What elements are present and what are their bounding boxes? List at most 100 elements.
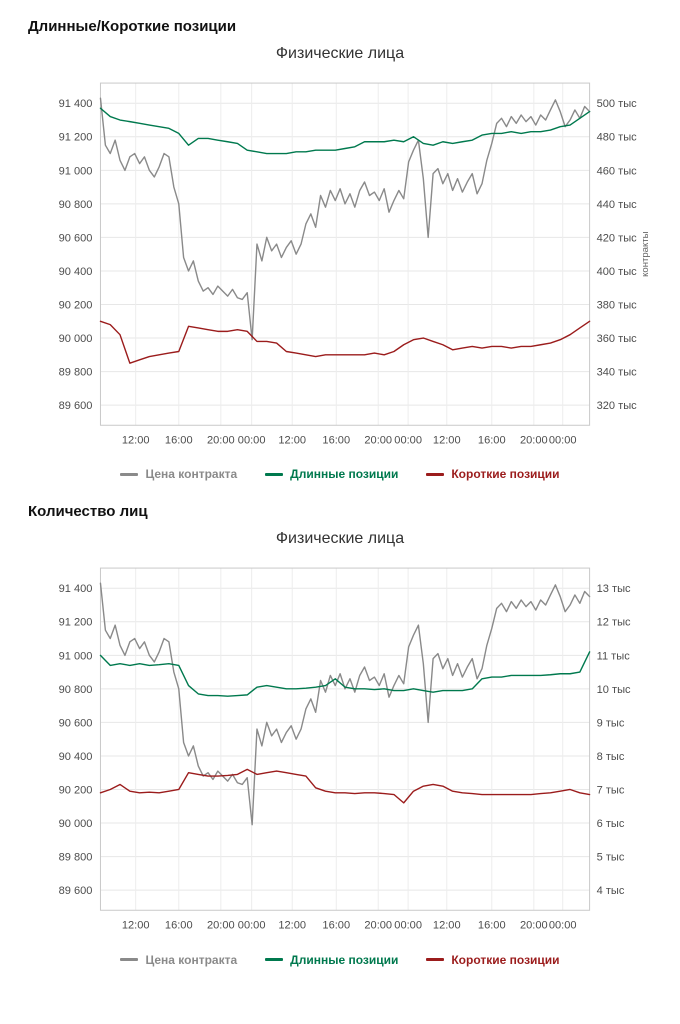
chart-legend-top: Цена контракта Длинные позиции Короткие по… [28,467,652,481]
legend-swatch [426,472,445,476]
legend-item-0[interactable]: Цена контракта [120,953,237,967]
svg-text:12:00: 12:00 [278,920,306,932]
svg-text:7 тыс: 7 тыс [597,785,625,797]
svg-text:340 тыс: 340 тыс [597,367,638,379]
svg-text:90 600: 90 600 [59,718,93,730]
svg-text:00:00: 00:00 [394,920,422,932]
svg-text:20:00: 20:00 [207,920,235,932]
gridlines [100,83,590,426]
svg-text:90 200: 90 200 [59,300,93,312]
section-heading-persons-count: Количество лиц [28,503,148,521]
legend-swatch [265,958,284,962]
long-short-chart[interactable]: 89 600 89 800 90 000 90 200 90 400 90 600 90 8… [28,71,652,459]
svg-text:13 тыс: 13 тыс [597,584,631,596]
legend-item-0[interactable]: Цена контракта [120,467,237,481]
svg-text:00:00: 00:00 [238,920,266,932]
legend-swatch [426,958,445,962]
section-persons-count: Количество лиц Физические лица 89 600 89 … [28,503,652,966]
svg-text:16:00: 16:00 [478,434,506,446]
svg-text:89 800: 89 800 [59,367,93,379]
legend-label: Цена контракта [145,952,238,967]
svg-text:16:00: 16:00 [478,920,506,932]
svg-text:320 тыс: 320 тыс [597,400,638,412]
chart-title-bottom: Физические лица [275,530,405,548]
legend-swatch [120,958,139,962]
svg-text:90 800: 90 800 [59,684,93,696]
svg-text:12 тыс: 12 тыс [597,617,631,629]
svg-text:91 400: 91 400 [59,98,93,110]
svg-text:500 тыс: 500 тыс [597,98,638,110]
series-line-1[interactable] [99,651,591,698]
legend-label: Короткие позиции [451,467,560,482]
series-line-0[interactable] [99,97,591,341]
svg-text:00:00: 00:00 [549,920,577,932]
chart-legend-bottom: Цена контракта Длинные позиции Короткие по… [28,953,652,967]
plot-border [99,568,591,912]
svg-text:480 тыс: 480 тыс [597,132,638,144]
series-line-2[interactable] [99,769,591,805]
svg-text:11 тыс: 11 тыс [597,651,631,663]
svg-text:91 200: 91 200 [59,617,93,629]
svg-text:91 200: 91 200 [59,132,93,144]
axis-tick-labels: 89 600 89 800 90 000 90 200 90 400 90 600 90 8… [59,98,638,446]
axis-tick-labels: 89 600 89 800 90 000 90 200 90 400 90 600 90 8… [59,584,631,932]
svg-text:20:00: 20:00 [520,920,548,932]
svg-text:5 тыс: 5 тыс [597,852,625,864]
series-line-1[interactable] [99,107,591,155]
svg-text:90 000: 90 000 [59,819,93,831]
svg-text:460 тыс: 460 тыс [597,165,638,177]
svg-text:91 000: 91 000 [59,651,93,663]
svg-text:16:00: 16:00 [322,434,350,446]
series-line-0[interactable] [99,582,591,826]
svg-text:4 тыс: 4 тыс [597,886,625,898]
svg-text:400 тыс: 400 тыс [597,266,638,278]
legend-item-1[interactable]: Длинные позиции [265,467,398,481]
svg-text:20:00: 20:00 [520,434,548,446]
series-line-2[interactable] [99,320,591,364]
svg-text:91 000: 91 000 [59,165,93,177]
svg-text:89 600: 89 600 [59,886,93,898]
svg-text:90 400: 90 400 [59,266,93,278]
svg-text:420 тыс: 420 тыс [597,232,638,244]
svg-text:90 400: 90 400 [59,751,93,763]
svg-text:10 тыс: 10 тыс [597,684,631,696]
svg-text:380 тыс: 380 тыс [597,300,638,312]
section-heading-long-short: Длинные/Короткие позиции [28,18,237,35]
legend-swatch [120,472,139,476]
right-axis-title: контракты [640,231,651,277]
line-chart-svg[interactable]: 89 600 89 800 90 000 90 200 90 400 90 600 90 8… [28,556,652,944]
gridlines [100,568,590,911]
persons-count-chart[interactable]: 89 600 89 800 90 000 90 200 90 400 90 600 90 8… [28,556,652,944]
svg-text:91 400: 91 400 [59,584,93,596]
legend-item-2[interactable]: Короткие позиции [426,952,560,967]
svg-text:00:00: 00:00 [549,434,577,446]
legend-label: Цена контракта [145,467,238,482]
svg-text:8 тыс: 8 тыс [597,751,625,763]
svg-text:00:00: 00:00 [238,434,266,446]
svg-text:12:00: 12:00 [433,434,461,446]
svg-text:00:00: 00:00 [394,434,422,446]
svg-text:9 тыс: 9 тыс [597,718,625,730]
svg-text:12:00: 12:00 [122,434,150,446]
svg-text:12:00: 12:00 [433,920,461,932]
legend-label: Длинные позиции [290,467,399,482]
legend-swatch [265,472,284,476]
legend-label: Короткие позиции [451,952,560,967]
svg-text:12:00: 12:00 [278,434,306,446]
svg-text:20:00: 20:00 [207,434,235,446]
plot-border [99,82,591,426]
svg-text:20:00: 20:00 [364,434,392,446]
line-chart-svg[interactable]: 89 600 89 800 90 000 90 200 90 400 90 600 90 8… [28,71,652,459]
svg-text:440 тыс: 440 тыс [597,199,638,211]
svg-text:90 800: 90 800 [59,199,93,211]
svg-text:16:00: 16:00 [322,920,350,932]
svg-text:20:00: 20:00 [364,920,392,932]
page: Длинные/Короткие позиции Физические лица… [28,18,652,967]
svg-text:89 600: 89 600 [59,400,93,412]
svg-text:6 тыс: 6 тыс [597,819,625,831]
section-long-short-positions: Длинные/Короткие позиции Физические лица… [28,18,652,481]
legend-item-1[interactable]: Длинные позиции [265,953,398,967]
svg-text:16:00: 16:00 [165,434,193,446]
legend-item-2[interactable]: Короткие позиции [426,467,560,482]
svg-text:90 000: 90 000 [59,333,93,345]
